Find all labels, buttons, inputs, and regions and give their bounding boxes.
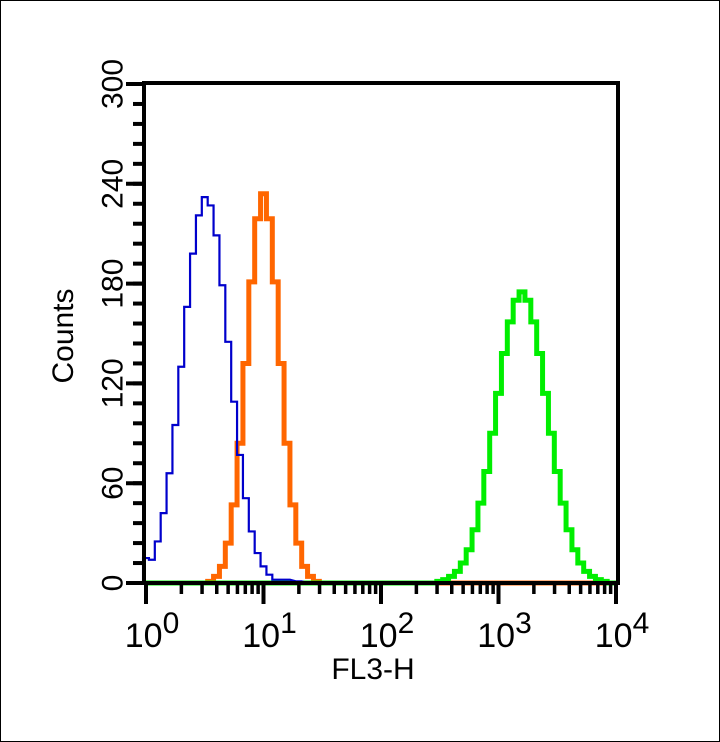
x-tick-base: 10 xyxy=(125,617,163,655)
series-blue-line xyxy=(141,196,616,585)
series-green-line xyxy=(146,289,616,586)
x-tick-exponent: 0 xyxy=(163,607,180,640)
plot-area-border xyxy=(142,81,620,585)
y-tick-label: 300 xyxy=(97,59,130,109)
x-tick-base: 10 xyxy=(360,617,398,655)
x-tick-label: 104 xyxy=(595,607,650,655)
y-tick-label: 60 xyxy=(97,467,130,500)
x-tick-label: 101 xyxy=(242,607,297,655)
y-tick-label: 240 xyxy=(97,159,130,209)
x-tick-label: 103 xyxy=(477,607,532,655)
x-tick-exponent: 3 xyxy=(515,607,532,640)
x-tick-base: 10 xyxy=(242,617,280,655)
x-tick-exponent: 1 xyxy=(280,607,297,640)
series-orange-line xyxy=(146,191,616,586)
series-layer xyxy=(141,191,616,586)
x-tick-base: 10 xyxy=(595,617,633,655)
x-tick-exponent: 4 xyxy=(633,607,650,640)
y-tick-label: 0 xyxy=(97,575,130,592)
y-tick-label: 120 xyxy=(97,358,130,408)
x-axis-label: FL3-H xyxy=(331,653,414,686)
y-tick-label: 180 xyxy=(97,259,130,309)
x-tick-base: 10 xyxy=(477,617,515,655)
x-tick-exponent: 2 xyxy=(398,607,415,640)
x-tick-label: 102 xyxy=(360,607,415,655)
y-axis-label: Counts xyxy=(47,288,80,383)
x-tick-label: 100 xyxy=(125,607,180,655)
